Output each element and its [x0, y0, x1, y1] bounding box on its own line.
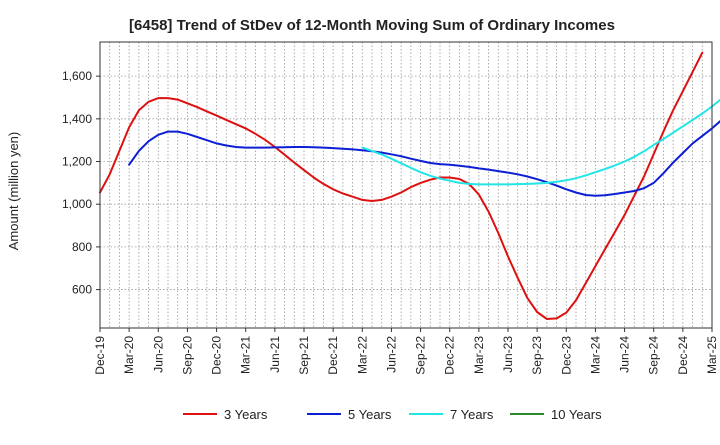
x-tick-label: Mar-24: [588, 336, 602, 374]
x-tick-label: Mar-23: [472, 336, 486, 374]
y-tick-label: 1,400: [62, 112, 92, 126]
y-tick-label: 800: [72, 240, 92, 254]
legend-label-3-years: 3 Years: [224, 407, 268, 422]
x-tick-label: Jun-23: [501, 336, 515, 373]
x-tick-label: Jun-24: [618, 336, 632, 373]
y-tick-label: 1,000: [62, 197, 92, 211]
x-tick-label: Mar-20: [122, 336, 136, 374]
x-tick-label: Mar-25: [705, 336, 719, 374]
series-line-5-years: [128, 120, 720, 197]
chart-title: [6458] Trend of StDev of 12-Month Moving…: [129, 17, 615, 34]
legend-label-7-years: 7 Years: [450, 407, 494, 422]
series-line-7-years: [361, 98, 720, 186]
grid-layer: [100, 42, 712, 328]
x-tick-label: Sep-23: [530, 336, 544, 375]
legend: 3 Years 5 Years 7 Years 10 Years: [183, 407, 602, 422]
legend-label-5-years: 5 Years: [348, 407, 392, 422]
plot-frame: [99, 41, 713, 329]
x-tick-label: Sep-22: [414, 336, 428, 375]
x-tick-label: Mar-21: [239, 336, 253, 374]
x-tick-label: Dec-22: [443, 336, 457, 375]
series-layer: [99, 51, 720, 320]
x-tick-label: Mar-22: [355, 336, 369, 374]
x-tick-label: Dec-19: [93, 336, 107, 375]
x-tick-label: Jun-22: [384, 336, 398, 373]
x-tick-label: Dec-21: [326, 336, 340, 375]
x-tick-label: Dec-20: [210, 336, 224, 375]
x-tick-label: Dec-24: [676, 336, 690, 375]
y-axis-label: Amount (million yen): [6, 132, 21, 251]
y-tick-layer: 600 800 1,000 1,200 1,400 1,600: [62, 69, 100, 297]
y-tick-label: 1,200: [62, 155, 92, 169]
series-line-3-years: [99, 51, 704, 320]
x-tick-layer: Dec-19 Mar-20 Jun-20 Sep-20 Dec-20 Mar-21 Jun-…: [93, 328, 719, 375]
legend-label-10-years: 10 Years: [551, 407, 602, 422]
x-tick-label: Sep-24: [647, 336, 661, 375]
y-tick-label: 600: [72, 283, 92, 297]
y-tick-label: 1,600: [62, 69, 92, 83]
x-tick-label: Sep-20: [180, 336, 194, 375]
x-tick-label: Sep-21: [297, 336, 311, 375]
x-tick-label: Dec-23: [559, 336, 573, 375]
x-tick-label: Jun-21: [268, 336, 282, 373]
x-tick-label: Jun-20: [151, 336, 165, 373]
